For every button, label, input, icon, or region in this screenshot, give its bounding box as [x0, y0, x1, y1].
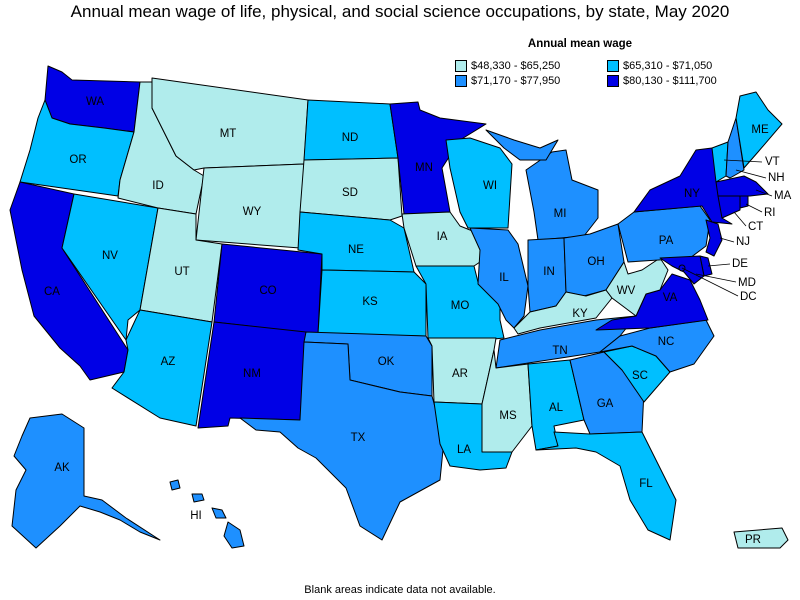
state-ks[interactable]: [317, 269, 427, 337]
label-ar: AR: [452, 368, 468, 380]
label-nc: NC: [658, 336, 675, 348]
state-me[interactable]: [735, 91, 783, 169]
label-va: VA: [663, 292, 678, 304]
label-ok: OK: [378, 356, 395, 368]
state-va[interactable]: [595, 273, 709, 331]
label-mn: MN: [415, 162, 433, 174]
state-wv[interactable]: [605, 257, 669, 317]
label-sc: SC: [632, 370, 648, 382]
label-wy: WY: [243, 206, 262, 218]
label-az: AZ: [161, 356, 176, 368]
state-hi[interactable]: [223, 521, 245, 549]
legend-label-bin-1: $65,310 - $71,050: [623, 60, 713, 72]
state-mi[interactable]: [525, 149, 599, 241]
label-mi: MI: [554, 208, 567, 220]
label-tn: TN: [552, 345, 567, 357]
state-fl[interactable]: [535, 431, 677, 541]
label-tx: TX: [351, 432, 366, 444]
label-ks: KS: [362, 296, 378, 308]
label-ri: RI: [764, 207, 776, 219]
label-ky: KY: [572, 308, 588, 320]
legend-label-bin-0: $48,330 - $65,250: [471, 60, 561, 72]
label-dc: DC: [740, 291, 757, 303]
state-hi-oahu[interactable]: [191, 493, 205, 503]
label-vt: VT: [765, 156, 780, 168]
label-fl: FL: [639, 478, 653, 490]
label-nj: NJ: [736, 236, 750, 248]
label-ct: CT: [748, 221, 763, 233]
leader-lines: [681, 159, 773, 297]
legend: Annual mean wage $48,330 - $65,250 $65,3…: [455, 38, 717, 87]
label-or: OR: [69, 154, 86, 166]
label-wi: WI: [483, 180, 497, 192]
label-nd: ND: [342, 132, 359, 144]
label-md: MD: [738, 277, 756, 289]
legend-item-bin-2: $71,170 - $77,950: [455, 75, 607, 87]
state-nc[interactable]: [599, 319, 715, 373]
state-tx[interactable]: [239, 341, 445, 541]
label-ga: GA: [597, 398, 614, 410]
map-title: Annual mean wage of life, physical, and …: [70, 2, 730, 21]
state-nh[interactable]: [725, 117, 745, 179]
label-pa: PA: [659, 235, 674, 247]
label-ca: CA: [44, 286, 60, 298]
label-al: AL: [549, 402, 564, 414]
label-oh: OH: [587, 256, 604, 268]
legend-item-bin-1: $65,310 - $71,050: [607, 60, 757, 72]
label-ne: NE: [348, 244, 364, 256]
label-mo: MO: [451, 300, 470, 312]
legend-swatch-bin-3: [607, 75, 619, 87]
state-ak[interactable]: [11, 413, 161, 549]
legend-label-bin-2: $71,170 - $77,950: [471, 75, 561, 87]
state-pr[interactable]: [733, 527, 789, 549]
label-ak: AK: [54, 462, 70, 474]
label-wv: WV: [617, 285, 636, 297]
state-ct[interactable]: [717, 195, 741, 219]
footnote: Blank areas indicate data not available.: [304, 584, 496, 596]
state-sd[interactable]: [299, 157, 403, 221]
label-in: IN: [543, 266, 555, 278]
label-nm: NM: [243, 368, 261, 380]
label-hi: HI: [190, 510, 202, 522]
label-il: IL: [499, 272, 509, 284]
state-mi-upper[interactable]: [485, 129, 559, 161]
state-ri[interactable]: [739, 195, 749, 209]
label-nh: NH: [768, 172, 785, 184]
legend-item-bin-3: $80,130 - $111,700: [607, 75, 757, 87]
state-az[interactable]: [111, 309, 213, 427]
legend-label-bin-3: $80,130 - $111,700: [623, 75, 717, 87]
legend-swatch-bin-2: [455, 75, 467, 87]
state-nj[interactable]: [705, 219, 723, 257]
label-pr: PR: [745, 534, 761, 546]
legend-swatch-bin-1: [607, 60, 619, 72]
state-wi[interactable]: [445, 137, 513, 229]
label-co: CO: [259, 285, 276, 297]
state-nd[interactable]: [303, 99, 399, 161]
label-sd: SD: [342, 187, 358, 199]
legend-swatch-bin-0: [455, 60, 467, 72]
label-ma: MA: [774, 190, 792, 202]
label-ut: UT: [174, 266, 189, 278]
label-de: DE: [732, 258, 748, 270]
label-me: ME: [751, 124, 769, 136]
label-mt: MT: [220, 128, 237, 140]
label-nv: NV: [102, 250, 118, 262]
label-id: ID: [152, 180, 164, 192]
label-wa: WA: [86, 96, 104, 108]
legend-title: Annual mean wage: [527, 38, 633, 50]
state-pa[interactable]: [617, 205, 711, 263]
label-ms: MS: [499, 410, 517, 422]
state-mo[interactable]: [415, 265, 505, 341]
state-ma[interactable]: [715, 175, 769, 197]
state-hi-maui[interactable]: [211, 507, 227, 519]
state-hi-kauai[interactable]: [169, 479, 181, 491]
label-la: LA: [457, 444, 471, 456]
label-ny: NY: [684, 188, 700, 200]
legend-item-bin-0: $48,330 - $65,250: [455, 60, 607, 72]
label-ia: IA: [437, 231, 448, 243]
